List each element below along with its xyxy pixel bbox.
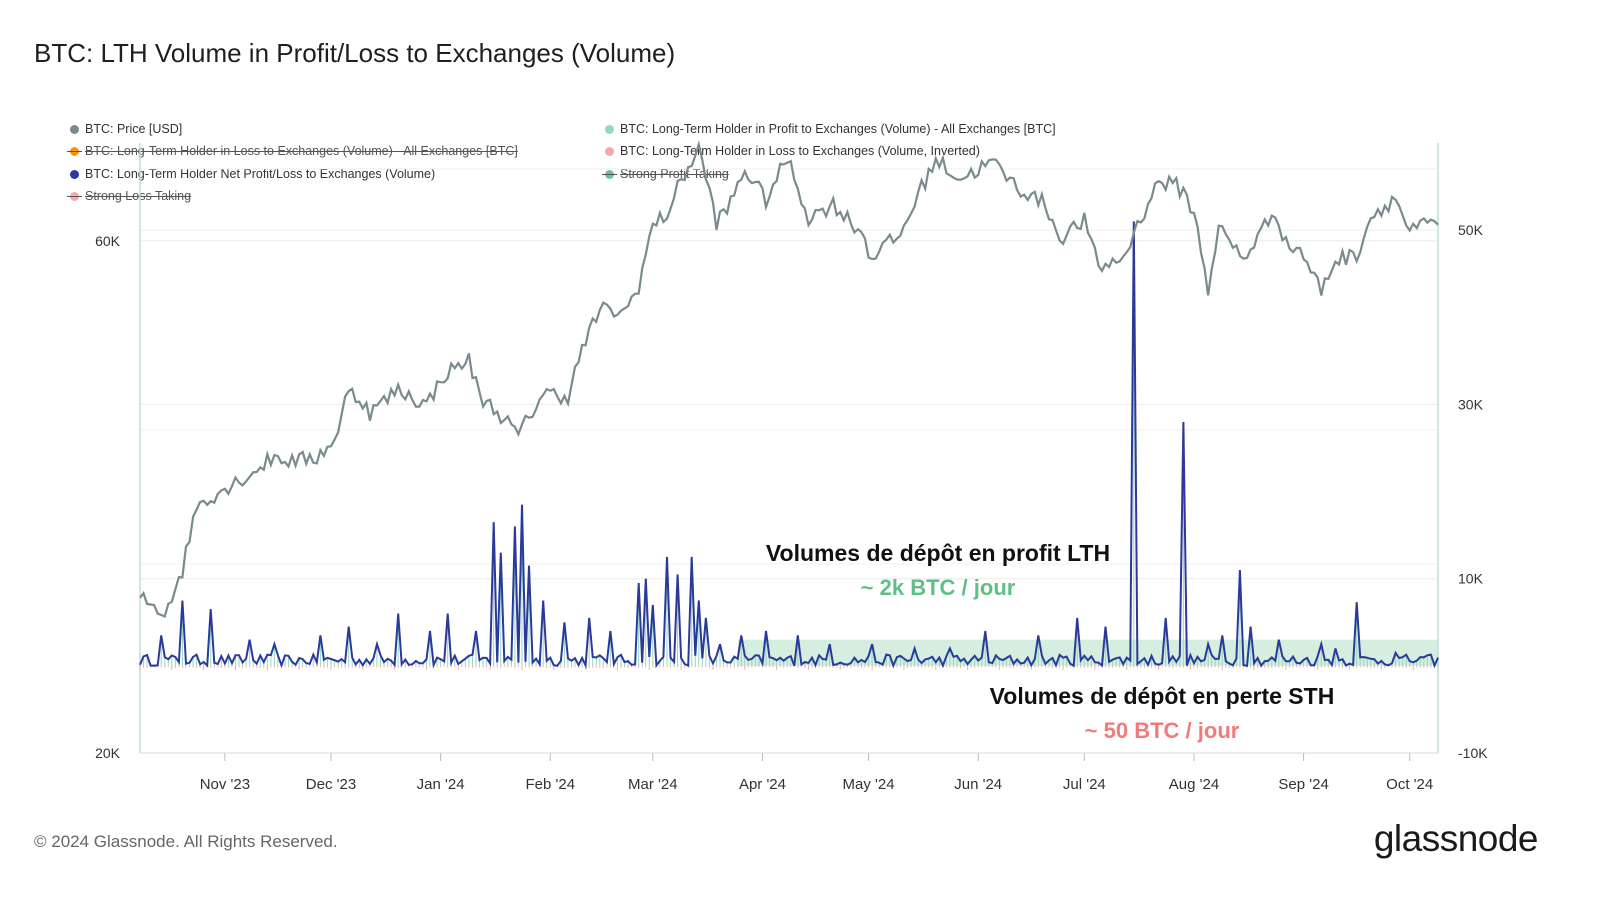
left-axis-tick-label: 60K (95, 233, 121, 249)
x-axis-tick-label: Jan '24 (417, 776, 465, 793)
glassnode-logo: glassnode (1373, 818, 1539, 859)
legend-item-price[interactable]: BTC: Price [USD] (70, 122, 182, 136)
legend-dot-icon (605, 146, 614, 156)
price-line (139, 140, 1439, 618)
x-axis-tick-label: Dec '23 (306, 776, 356, 793)
x-axis-tick-label: Nov '23 (200, 776, 250, 793)
chart-title: BTC: LTH Volume in Profit/Loss to Exchan… (34, 38, 676, 68)
legend-dot-icon (70, 169, 79, 179)
annotation-profit-value: ~ 2k BTC / jour (861, 575, 1016, 600)
legend-item-lth-loss[interactable]: BTC: Long-Term Holder in Loss to Exchang… (67, 144, 518, 158)
annotation-loss-title: Volumes de dépôt en perte STH (990, 683, 1335, 709)
annotation-loss-value: ~ 50 BTC / jour (1085, 718, 1240, 743)
legend-item-strong-profit[interactable]: Strong Profit Taking (602, 167, 729, 181)
annotation-profit-title: Volumes de dépôt en profit LTH (766, 540, 1110, 566)
x-axis-tick-label: Sep '24 (1278, 776, 1328, 793)
x-axis-tick-label: Jul '24 (1063, 776, 1106, 793)
legend-label: Strong Loss Taking (85, 189, 192, 203)
x-axis-tick-label: Jun '24 (954, 776, 1002, 793)
x-axis-tick-label: Mar '24 (628, 776, 678, 793)
legend-dot-icon (602, 169, 617, 179)
legend-label: BTC: Long-Term Holder in Loss to Exchang… (85, 144, 518, 158)
copyright: © 2024 Glassnode. All Rights Reserved. (34, 832, 338, 851)
legend-item-lth-loss-inverted[interactable]: BTC: Long-Term Holder in Loss to Exchang… (605, 144, 980, 158)
legend-label: BTC: Long-Term Holder Net Profit/Loss to… (85, 167, 436, 181)
x-axis-tick-label: Aug '24 (1169, 776, 1219, 793)
right-axis-tick-label: -10K (1458, 745, 1488, 761)
x-axis-tick-label: Feb '24 (525, 776, 575, 793)
right-axis-tick-label: 30K (1458, 396, 1484, 412)
legend-label: Strong Profit Taking (620, 167, 729, 181)
net-profit-loss-line (139, 221, 1439, 670)
legend-label: BTC: Long-Term Holder in Loss to Exchang… (620, 144, 980, 158)
x-axis-tick-label: Oct '24 (1386, 776, 1433, 793)
legend-item-net[interactable]: BTC: Long-Term Holder Net Profit/Loss to… (70, 167, 435, 181)
legend-dot-icon (67, 146, 82, 156)
legend: BTC: Price [USD] BTC: Long-Term Holder i… (67, 122, 1170, 214)
legend-dot-icon (70, 124, 79, 134)
right-axis-tick-label: 50K (1458, 222, 1484, 238)
legend-item-lth-profit[interactable]: BTC: Long-Term Holder in Profit to Excha… (605, 122, 1056, 136)
legend-dot-icon (605, 124, 614, 134)
legend-dot-icon (67, 191, 82, 201)
right-axis-tick-label: 10K (1458, 571, 1484, 587)
x-axis-tick-label: May '24 (843, 776, 895, 793)
legend-label: BTC: Long-Term Holder in Profit to Excha… (620, 122, 1056, 136)
legend-item-strong-loss[interactable]: Strong Loss Taking (67, 189, 192, 203)
x-axis-tick-label: Apr '24 (739, 776, 786, 793)
left-axis-tick-label: 20K (95, 745, 121, 761)
legend-label: BTC: Price [USD] (85, 122, 183, 136)
